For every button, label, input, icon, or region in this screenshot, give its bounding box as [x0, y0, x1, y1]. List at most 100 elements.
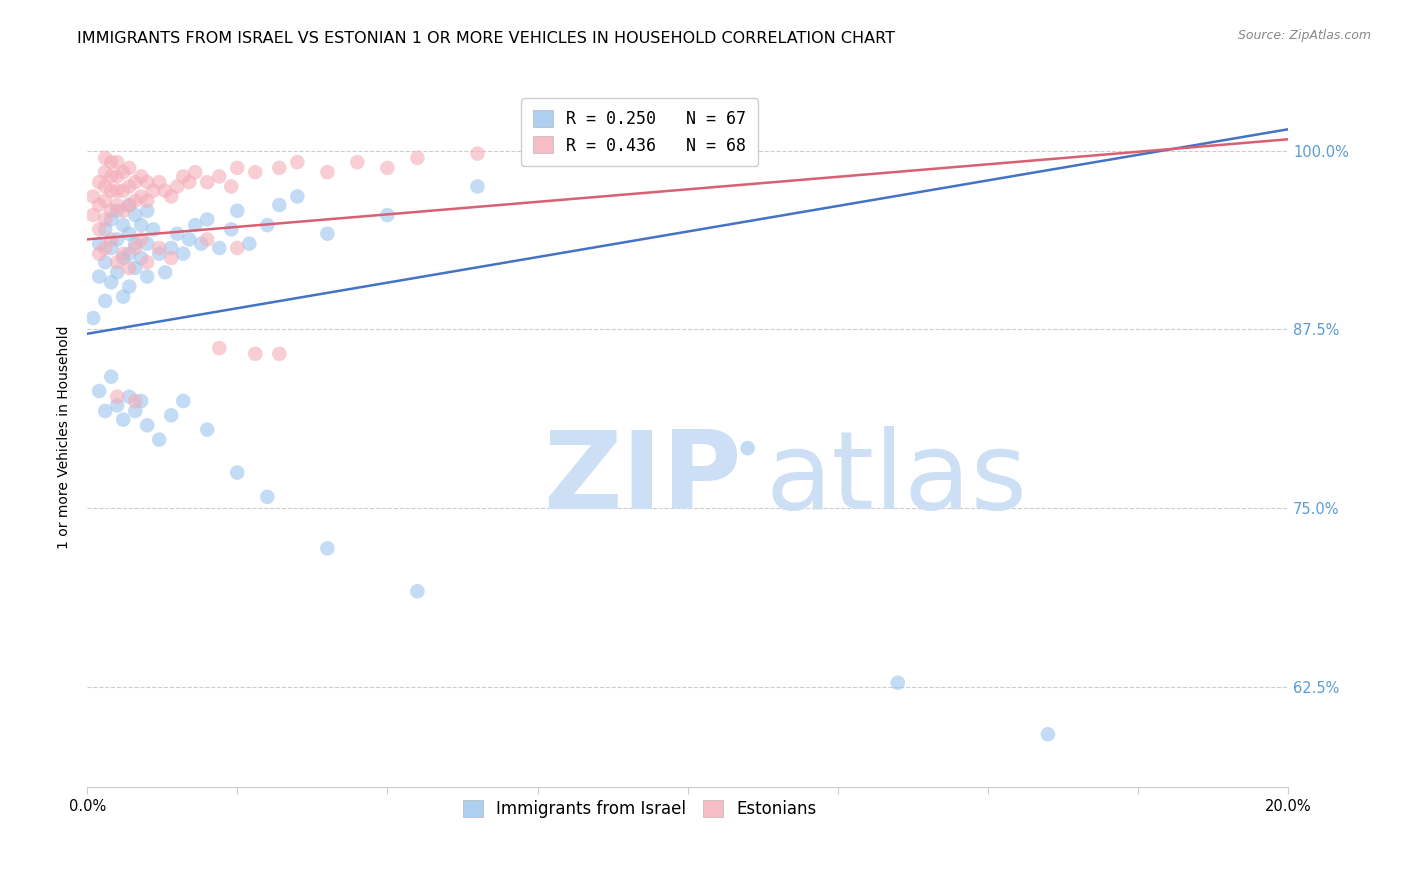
Point: [160, 409, 183, 423]
Point: [208, 341, 231, 355]
Point: [82, 189, 104, 203]
Point: [129, 169, 152, 184]
Point: [136, 175, 159, 189]
Point: [105, 198, 128, 212]
Point: [118, 179, 141, 194]
Point: [136, 269, 159, 284]
Point: [118, 198, 141, 212]
Point: [136, 418, 159, 433]
Text: ZIP: ZIP: [544, 425, 742, 532]
Point: [136, 194, 159, 208]
Point: [112, 184, 135, 198]
Point: [155, 265, 177, 279]
Point: [226, 466, 249, 480]
Point: [148, 246, 170, 260]
Point: [100, 155, 122, 169]
Point: [316, 227, 339, 241]
Point: [172, 394, 194, 409]
Point: [112, 251, 135, 265]
Point: [100, 212, 122, 227]
Point: [195, 212, 218, 227]
Point: [118, 198, 141, 212]
Point: [82, 311, 104, 326]
Point: [112, 246, 135, 260]
Point: [129, 218, 152, 232]
Text: atlas: atlas: [766, 425, 1028, 532]
Point: [105, 398, 128, 412]
Point: [269, 161, 291, 175]
Point: [100, 203, 122, 218]
Point: [118, 246, 141, 260]
Point: [124, 241, 146, 255]
Point: [118, 279, 141, 293]
Point: [166, 227, 188, 241]
Point: [89, 175, 111, 189]
Point: [269, 198, 291, 212]
Point: [124, 208, 146, 222]
Text: Source: ZipAtlas.com: Source: ZipAtlas.com: [1237, 29, 1371, 42]
Point: [105, 390, 128, 404]
Point: [94, 179, 117, 194]
Point: [129, 189, 152, 203]
Point: [112, 290, 135, 304]
Point: [208, 241, 231, 255]
Point: [1036, 727, 1059, 741]
Point: [377, 161, 399, 175]
Point: [118, 227, 141, 241]
Point: [100, 241, 122, 255]
Point: [82, 208, 104, 222]
Point: [105, 255, 128, 269]
Point: [285, 155, 308, 169]
Point: [142, 184, 165, 198]
Point: [105, 232, 128, 246]
Point: [245, 347, 267, 361]
Point: [112, 165, 135, 179]
Point: [887, 675, 910, 690]
Point: [219, 179, 242, 194]
Point: [148, 433, 170, 447]
Point: [166, 179, 188, 194]
Legend: Immigrants from Israel, Estonians: Immigrants from Israel, Estonians: [456, 793, 823, 824]
Point: [179, 175, 201, 189]
Point: [118, 390, 141, 404]
Point: [160, 251, 183, 265]
Point: [195, 175, 218, 189]
Point: [100, 275, 122, 289]
Point: [89, 246, 111, 260]
Point: [129, 232, 152, 246]
Point: [172, 169, 194, 184]
Point: [148, 175, 170, 189]
Point: [124, 194, 146, 208]
Point: [129, 251, 152, 265]
Point: [89, 236, 111, 251]
Point: [195, 423, 218, 437]
Point: [179, 232, 201, 246]
Point: [112, 218, 135, 232]
Point: [256, 218, 278, 232]
Point: [105, 184, 128, 198]
Point: [172, 246, 194, 260]
Point: [226, 203, 249, 218]
Point: [184, 165, 207, 179]
Point: [89, 384, 111, 398]
Point: [89, 269, 111, 284]
Y-axis label: 1 or more Vehicles in Household: 1 or more Vehicles in Household: [58, 325, 72, 549]
Point: [118, 260, 141, 275]
Point: [124, 236, 146, 251]
Point: [100, 232, 122, 246]
Point: [100, 369, 122, 384]
Point: [118, 161, 141, 175]
Point: [94, 241, 117, 255]
Point: [226, 161, 249, 175]
Point: [155, 184, 177, 198]
Point: [346, 155, 368, 169]
Point: [124, 394, 146, 409]
Point: [124, 175, 146, 189]
Point: [316, 165, 339, 179]
Point: [94, 165, 117, 179]
Point: [377, 208, 399, 222]
Point: [94, 293, 117, 308]
Point: [195, 232, 218, 246]
Point: [124, 260, 146, 275]
Point: [89, 222, 111, 236]
